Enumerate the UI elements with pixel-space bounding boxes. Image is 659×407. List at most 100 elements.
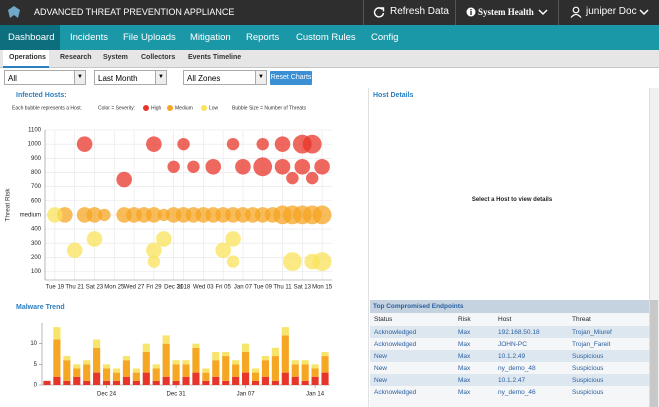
bubble (286, 172, 298, 184)
table-row[interactable]: AcknowledgedMaxny_demo_46Suspicious (370, 386, 649, 398)
bar-segment (182, 364, 189, 376)
bubble (205, 159, 221, 175)
bar-segment (242, 373, 249, 385)
nav-tab[interactable]: Mitigation (190, 25, 231, 50)
bar-segment (292, 360, 299, 364)
host-details-message: Select a Host to view details (440, 197, 584, 203)
table-cell: Max (454, 362, 494, 374)
reset-charts-button[interactable]: Reset Charts (270, 71, 312, 85)
bar-segment (302, 381, 309, 385)
legend-note: Color = Severity: (98, 105, 135, 111)
period-select[interactable]: Last Month▼ (94, 70, 167, 85)
x-tick-label: Sat 23 (86, 285, 104, 291)
bar-segment (192, 348, 199, 373)
nav-tab[interactable]: File Uploads (123, 25, 176, 50)
bubble (98, 209, 110, 221)
legend-note: Bubble Size = Number of Threats (232, 105, 306, 111)
nav-tab[interactable]: Reports (246, 25, 279, 50)
table-row[interactable]: NewMaxny_demo_48Suspicious (370, 362, 649, 374)
nav-tab[interactable]: Custom Rules (296, 25, 356, 50)
bubble (227, 255, 239, 267)
bar-segment (73, 368, 80, 376)
table-cell: Acknowledged (370, 338, 454, 350)
divider (455, 0, 456, 25)
bar-segment (63, 381, 70, 385)
bar-segment (113, 373, 120, 381)
table-cell: 10.1.2.47 (494, 374, 568, 386)
refresh-icon[interactable] (373, 6, 385, 18)
header-row: StatusRiskHostThreat (370, 313, 649, 326)
nav-tab[interactable]: Incidents (70, 25, 108, 50)
table-row[interactable]: NewMax10.1.2.49Suspicious (370, 350, 649, 362)
sub-tab[interactable]: Events Timeline (188, 50, 241, 66)
panel-title: Infected Hosts: (16, 92, 67, 99)
bar-segment (103, 364, 110, 368)
bar-segment (212, 352, 219, 360)
sub-tab[interactable]: Operations (9, 50, 46, 66)
sub-tab[interactable]: Research (60, 50, 92, 66)
bar-segment (232, 377, 239, 385)
bar-segment (282, 373, 289, 385)
bar-segment (312, 368, 319, 376)
bubble (314, 159, 330, 175)
table-cell: Suspicious (568, 362, 649, 374)
table-cell: ny_demo_48 (494, 362, 568, 374)
panel-title: Malware Trend (16, 304, 65, 311)
table-cell: Max (454, 326, 494, 338)
bar-segment (163, 335, 170, 343)
system-health-menu[interactable]: System Health (478, 7, 534, 17)
bar-segment (53, 340, 60, 377)
bubble (313, 206, 332, 225)
bar-segment (272, 348, 279, 356)
zone-select[interactable]: All Zones▼ (183, 70, 267, 85)
bar-segment (123, 356, 130, 360)
bar-segment (172, 360, 179, 364)
bar-segment (222, 381, 229, 385)
y-tick-label: 200 (31, 255, 42, 261)
bar-segment (153, 364, 160, 368)
column-header: Risk (454, 313, 494, 326)
panel-title: Host Details (373, 92, 413, 99)
x-tick-label: Tue 09 (253, 285, 272, 291)
user-menu[interactable]: juniper Doc (586, 6, 637, 17)
table-cell: Acknowledged (370, 326, 454, 338)
table-row[interactable]: AcknowledgedMaxJOHN-PCTrojan_Fareit (370, 338, 649, 350)
bar-segment (133, 368, 140, 372)
user-icon (570, 6, 582, 18)
scrollbar-thumb[interactable] (650, 300, 658, 407)
table-cell: 10.1.2.49 (494, 350, 568, 362)
bar-segment (143, 373, 150, 385)
bar-segment (133, 373, 140, 381)
column-header: Threat (568, 313, 649, 326)
sub-tab[interactable]: Collectors (141, 50, 175, 66)
y-tick-label: 300 (31, 241, 42, 247)
bar-segment (321, 352, 328, 356)
sub-tab[interactable]: System (103, 50, 128, 66)
bar-segment (262, 360, 269, 377)
bubble (167, 161, 179, 173)
bar-segment (272, 381, 279, 385)
bubble (225, 231, 241, 247)
bubble (313, 252, 332, 271)
bar-segment (143, 352, 150, 373)
table-cell: New (370, 350, 454, 362)
app-title: ADVANCED THREAT PREVENTION APPLIANCE (34, 7, 234, 17)
nav-tab[interactable]: Dashboard (8, 25, 54, 50)
range-select[interactable]: All▼ (4, 70, 86, 85)
y-tick-label: 700 (31, 184, 42, 190)
nav-tab[interactable]: Config (371, 25, 398, 50)
table-row[interactable]: AcknowledgedMax192.168.50.18Trojan_Miure… (370, 326, 649, 338)
select-value: All Zones (187, 74, 220, 83)
bar-segment (222, 352, 229, 356)
bar-segment (93, 340, 100, 348)
bar-segment (242, 344, 249, 352)
table-row[interactable]: NewMax10.1.2.47Suspicious (370, 374, 649, 386)
bubble (156, 231, 172, 247)
refresh-button[interactable]: Refresh Data (390, 6, 449, 17)
table-cell: Suspicious (568, 374, 649, 386)
x-tick-label: Wed 27 (124, 285, 145, 291)
bar-segment (282, 327, 289, 335)
bar-segment (93, 348, 100, 373)
chevron (538, 9, 548, 16)
bubble (295, 159, 311, 175)
